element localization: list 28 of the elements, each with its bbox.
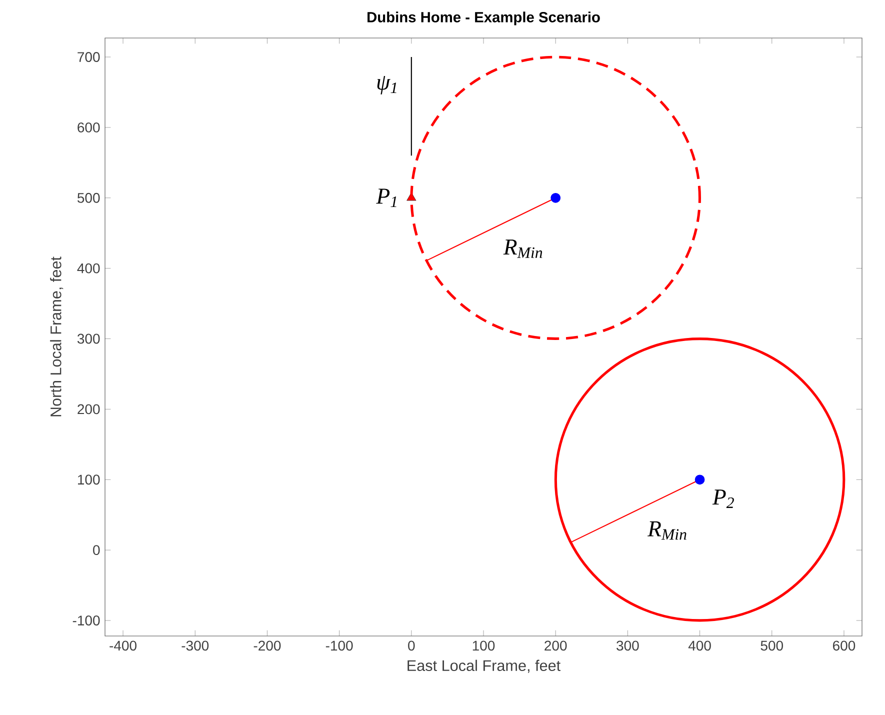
x-tick-label: 400 bbox=[688, 640, 711, 651]
annotation: P$_{2}$ bbox=[712, 490, 734, 508]
y-tick-label: 700 bbox=[78, 52, 100, 62]
y-tick-label: 200 bbox=[78, 404, 100, 414]
y-tick-label: 500 bbox=[78, 192, 100, 203]
x-tick-label: 300 bbox=[616, 640, 639, 651]
x-tick-label: 200 bbox=[544, 640, 567, 651]
x-tick-label: 500 bbox=[760, 640, 784, 651]
y-tick-label: 400 bbox=[77, 263, 100, 274]
x-tick-label: 0 bbox=[408, 640, 415, 651]
y-tick-label: 600 bbox=[78, 122, 100, 132]
chart-title: Dubins Home - Example Scenario bbox=[368, 12, 600, 26]
x-tick-label: 600 bbox=[833, 640, 856, 651]
y-tick-label: 100 bbox=[78, 474, 100, 485]
x-tick-label: -200 bbox=[254, 640, 281, 651]
y-tick-label: 0 bbox=[93, 545, 100, 556]
x-tick-label: -300 bbox=[182, 640, 209, 651]
y-tick-label: -100 bbox=[72, 616, 100, 626]
y-axis-title: North Local Frame, feet bbox=[50, 256, 64, 416]
x-tick-label: -100 bbox=[326, 640, 353, 651]
x-axis-title: East Local Frame, feet bbox=[408, 660, 560, 673]
annotation: ψ$_{1}$ bbox=[377, 76, 396, 94]
x-tick-label: -400 bbox=[110, 640, 136, 651]
annotation: R$_{Min}$ bbox=[647, 521, 686, 540]
y-tick-label: 300 bbox=[77, 334, 100, 344]
annotation: R$_{Min}$ bbox=[503, 240, 542, 258]
annotation: P$_{1}$ bbox=[376, 188, 396, 208]
x-tick-label: 100 bbox=[472, 640, 495, 651]
